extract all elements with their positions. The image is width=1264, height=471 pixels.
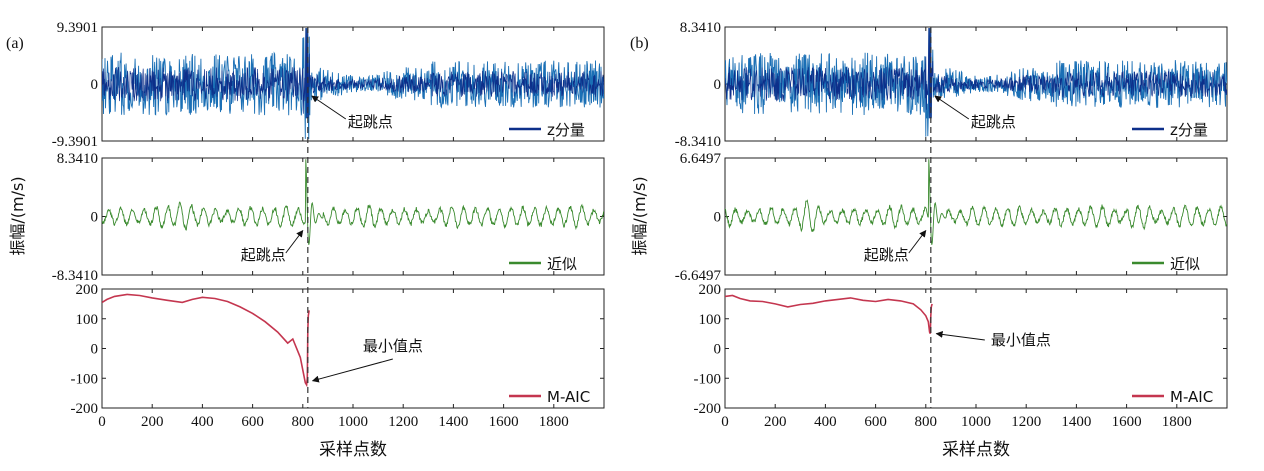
series-line-z-overlay xyxy=(725,28,1227,119)
legend-label: M-AIC xyxy=(547,388,590,406)
annotation-arrow xyxy=(908,229,927,254)
series-line-approx xyxy=(102,159,604,245)
x-tick-label: 200 xyxy=(764,414,787,430)
panel-label: (b) xyxy=(630,35,649,52)
subplot-aic: 200 100 0 -100 -200 M-AIC 最小值点 xyxy=(694,282,1228,417)
subplot-approx: 6.6497 0 -6.6497 近似 起跳点 xyxy=(675,151,1228,284)
x-tick-label: 600 xyxy=(864,414,887,430)
y-tick-label: 0 xyxy=(714,342,722,358)
annotation-label: 起跳点 xyxy=(971,113,1016,131)
y-tick-label: 200 xyxy=(699,282,722,298)
y-tick-label: -8.3410 xyxy=(675,134,721,150)
x-tick-label: 1000 xyxy=(961,414,991,430)
legend-label: 近似 xyxy=(547,255,577,273)
y-tick-label: 9.3901 xyxy=(57,20,98,36)
x-axis-label: 采样点数 xyxy=(942,440,1010,460)
subplot-z: 8.3410 0 -8.3410 z分量 起跳点 xyxy=(675,20,1228,150)
annotation-label: 最小值点 xyxy=(991,331,1051,349)
y-tick-label: 100 xyxy=(76,312,99,328)
annotation-arrow xyxy=(934,95,970,120)
panel-a: (a)9.39010-9.3901z分量起跳点8.34100-8.3410近似起… xyxy=(6,20,605,460)
y-axis-label: 振幅/(m/s) xyxy=(8,176,27,255)
annotation-arrow xyxy=(311,95,347,120)
series-line-aic xyxy=(102,293,310,388)
annotation-label: 起跳点 xyxy=(241,246,286,264)
annotation-arrow xyxy=(285,229,304,254)
annotation-label: 起跳点 xyxy=(348,113,393,131)
x-tick-label: 0 xyxy=(721,414,729,430)
plot-frame xyxy=(724,288,1228,409)
legend-label: 近似 xyxy=(1170,255,1200,273)
legend-label: z分量 xyxy=(1170,121,1208,139)
y-axis-label: 振幅/(m/s) xyxy=(630,176,649,255)
annotation-label: 起跳点 xyxy=(864,246,909,264)
panel-b: (b)8.34100-8.3410z分量起跳点6.64970-6.6497近似起… xyxy=(630,20,1228,460)
x-tick-label: 1600 xyxy=(489,414,519,430)
y-tick-label: 6.6497 xyxy=(680,151,722,167)
x-tick-label: 400 xyxy=(191,414,214,430)
y-tick-label: -100 xyxy=(694,371,722,387)
x-tick-label: 1200 xyxy=(388,414,418,430)
y-tick-label: 0 xyxy=(91,77,99,93)
annotation-arrow xyxy=(935,330,985,341)
subplot-aic: 200 100 0 -100 -200 M-AIC 最小值点 xyxy=(71,282,605,417)
x-tick-label: 800 xyxy=(915,414,938,430)
plot-frame xyxy=(101,288,605,409)
plot-frame xyxy=(724,157,1228,276)
x-tick-label: 800 xyxy=(292,414,315,430)
annotation-arrow xyxy=(311,358,393,383)
plot-frame xyxy=(101,157,605,276)
x-tick-label: 0 xyxy=(98,414,106,430)
y-tick-label: -9.3901 xyxy=(52,134,98,150)
x-tick-label: 200 xyxy=(141,414,164,430)
y-tick-label: 0 xyxy=(714,77,722,93)
y-tick-label: 100 xyxy=(699,312,722,328)
x-tick-label: 1400 xyxy=(438,414,468,430)
y-tick-label: -100 xyxy=(71,371,99,387)
legend-label: M-AIC xyxy=(1170,388,1213,406)
series-line-z-overlay xyxy=(102,28,604,119)
y-tick-label: 0 xyxy=(91,210,99,226)
x-axis-label: 采样点数 xyxy=(319,440,387,460)
subplot-approx: 8.3410 0 -8.3410 近似 起跳点 xyxy=(52,151,605,284)
subplot-z: 9.3901 0 -9.3901 z分量 起跳点 xyxy=(52,20,605,150)
series-line-aic xyxy=(725,294,933,334)
x-tick-label: 1400 xyxy=(1061,414,1091,430)
x-tick-label: 600 xyxy=(241,414,264,430)
y-tick-label: 200 xyxy=(76,282,99,298)
annotation-label: 最小值点 xyxy=(363,337,423,355)
series-line-approx xyxy=(725,159,1227,245)
x-tick-label: 1000 xyxy=(338,414,368,430)
y-tick-label: -200 xyxy=(694,401,722,417)
y-tick-label: 8.3410 xyxy=(680,20,721,36)
x-tick-label: 1800 xyxy=(539,414,569,430)
y-tick-label: 8.3410 xyxy=(57,151,98,167)
panel-label: (a) xyxy=(6,35,24,52)
x-tick-label: 1800 xyxy=(1162,414,1192,430)
x-tick-label: 1200 xyxy=(1011,414,1041,430)
x-tick-label: 400 xyxy=(814,414,837,430)
y-tick-label: -200 xyxy=(71,401,99,417)
y-tick-label: 0 xyxy=(91,342,99,358)
legend-label: z分量 xyxy=(547,121,585,139)
y-tick-label: -8.3410 xyxy=(52,268,98,284)
y-tick-label: -6.6497 xyxy=(675,268,722,284)
x-tick-label: 1600 xyxy=(1112,414,1142,430)
y-tick-label: 0 xyxy=(714,210,722,226)
